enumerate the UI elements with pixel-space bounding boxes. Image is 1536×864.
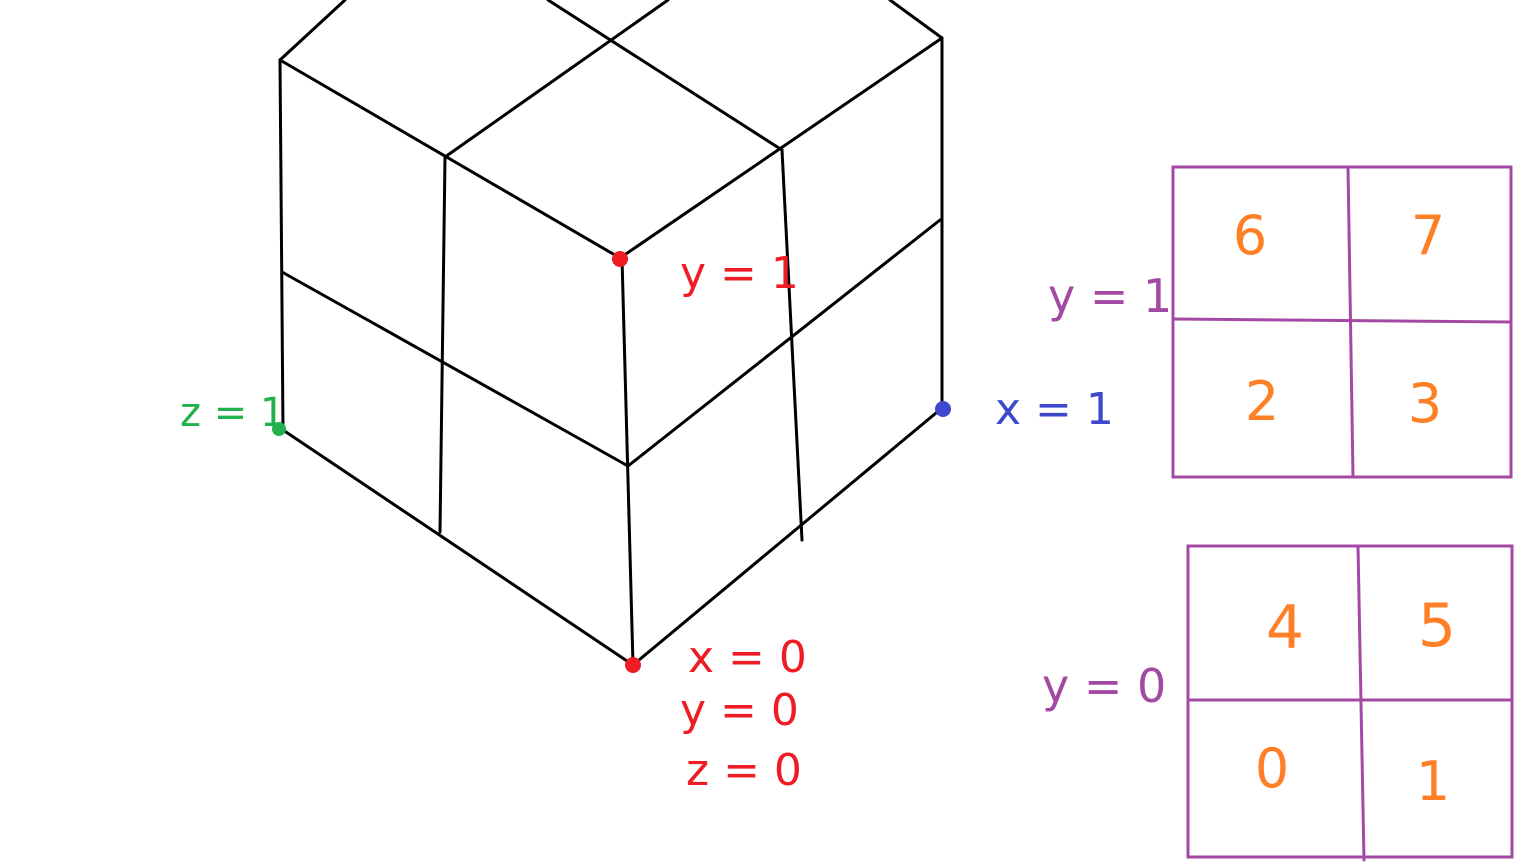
layer-bottom-cell: 1 (1416, 750, 1450, 813)
cube-front-top-left (278, 58, 622, 260)
origin-z-label: z = 0 (686, 745, 802, 796)
cube-top-grid-1 (546, 0, 784, 152)
layer-top-cell: 2 (1245, 370, 1279, 433)
x-corner-dot (935, 401, 951, 417)
cube-center-vertical (620, 256, 635, 667)
top-corner-label: y = 1 (680, 248, 799, 299)
layer-bottom-label: y = 0 (1042, 659, 1166, 713)
cube-left-mid-vertical (438, 155, 447, 534)
z-corner-label: z = 1 (180, 390, 285, 436)
layer-top-grid: y = 1 6 7 2 3 (1048, 165, 1513, 479)
cube-right-mid-horizontal (626, 218, 942, 468)
layer-bottom-cell: 5 (1418, 591, 1456, 661)
x-corner-label: x = 1 (995, 384, 1114, 435)
cube-right-mid-vertical (780, 148, 804, 542)
cube-top-grid-2 (443, 0, 670, 159)
cube-bottom-right (631, 406, 944, 667)
cube-front-top-right (618, 36, 944, 260)
cube-wireframe (278, 0, 944, 667)
cube-left-vertical (278, 58, 285, 432)
layer-top-cell: 3 (1408, 372, 1442, 435)
layer-top-cell: 7 (1411, 204, 1445, 267)
cube-left-mid-horizontal (280, 270, 630, 468)
top-corner-dot (612, 251, 628, 267)
origin-dot (625, 657, 641, 673)
origin-x-label: x = 0 (688, 632, 807, 683)
layer-bottom-grid: y = 0 4 5 0 1 (1042, 544, 1514, 862)
layer-top-cell: 6 (1233, 204, 1267, 267)
origin-y-label: y = 0 (680, 685, 799, 736)
layer-bottom-divider-v (1356, 544, 1366, 862)
cube-bottom-left (281, 428, 635, 667)
cube-top-right-edge (888, 0, 944, 40)
z-corner-dot (272, 422, 286, 436)
layer-bottom-cell: 4 (1266, 593, 1304, 663)
layer-bottom-cell: 0 (1255, 737, 1289, 800)
layer-top-divider-h (1171, 317, 1513, 324)
cube-top-left-edge (278, 0, 347, 62)
layer-top-label: y = 1 (1048, 269, 1172, 323)
